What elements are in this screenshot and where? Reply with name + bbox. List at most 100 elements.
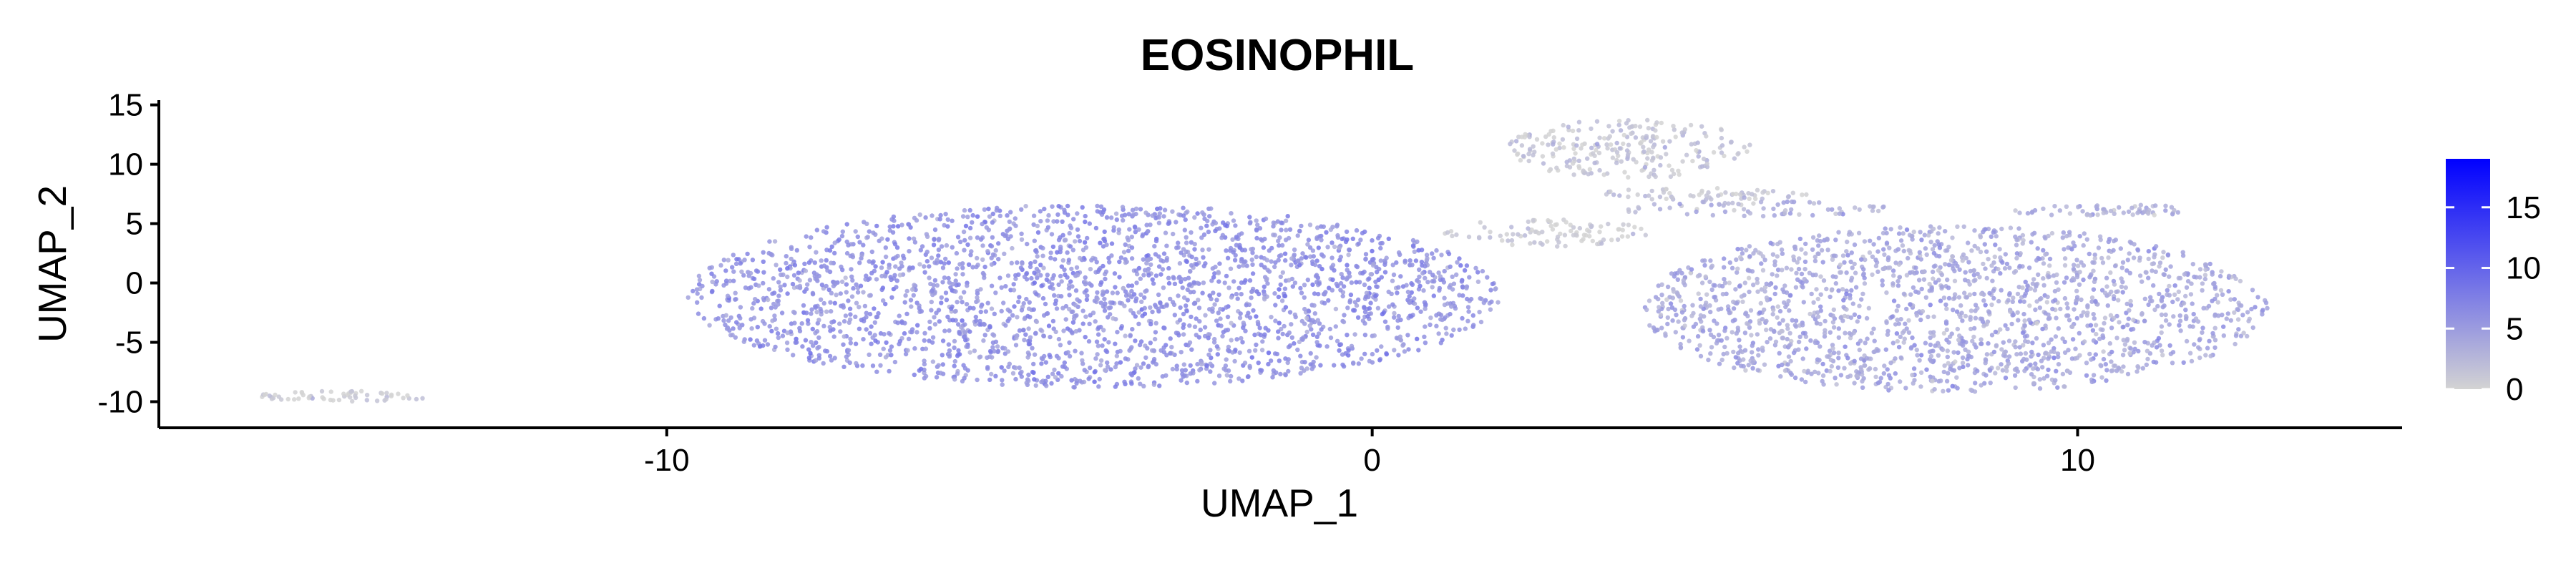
- umap-point: [1209, 206, 1214, 211]
- umap-point: [1719, 143, 1725, 148]
- umap-point: [2192, 274, 2197, 280]
- umap-point: [1730, 318, 1736, 323]
- umap-point: [1184, 235, 1189, 240]
- umap-point: [2220, 292, 2225, 297]
- umap-point: [989, 244, 995, 249]
- umap-point: [1186, 275, 1191, 280]
- umap-point: [821, 263, 827, 268]
- umap-point: [1893, 260, 1898, 265]
- umap-point: [1465, 318, 1470, 323]
- umap-point: [1422, 300, 1428, 305]
- umap-point: [1207, 214, 1212, 219]
- umap-point: [1330, 288, 1335, 293]
- umap-point: [1983, 266, 1988, 271]
- umap-point: [1719, 338, 1724, 343]
- umap-point: [1936, 231, 1941, 236]
- umap-point: [1669, 271, 1674, 276]
- umap-point: [1250, 262, 1255, 267]
- umap-point: [982, 272, 987, 278]
- umap-point: [1106, 305, 1112, 310]
- umap-point: [1392, 310, 1397, 316]
- umap-point: [1421, 288, 1426, 293]
- umap-point: [1784, 265, 1790, 270]
- umap-point: [1379, 344, 1384, 349]
- umap-point: [1462, 268, 1468, 273]
- umap-point: [1755, 368, 1760, 373]
- umap-point: [2060, 371, 2066, 377]
- umap-point: [2004, 365, 2009, 370]
- umap-point: [1984, 352, 1990, 357]
- umap-point: [1760, 346, 1765, 351]
- umap-point: [819, 258, 824, 263]
- umap-point: [1438, 341, 1444, 346]
- umap-point: [987, 325, 992, 330]
- umap-point: [1340, 293, 1345, 299]
- umap-point: [2032, 288, 2038, 293]
- umap-point: [953, 289, 958, 294]
- umap-point: [1130, 327, 1135, 332]
- umap-point: [1142, 311, 1148, 316]
- umap-point: [1746, 363, 1751, 368]
- umap-point: [1936, 343, 1941, 348]
- umap-point: [1735, 270, 1740, 275]
- umap-point: [1926, 232, 1931, 238]
- umap-point: [778, 267, 783, 273]
- umap-point: [761, 250, 766, 255]
- umap-point: [884, 270, 889, 275]
- umap-point: [1996, 266, 2001, 272]
- umap-point: [894, 278, 900, 283]
- umap-point: [1189, 263, 1194, 268]
- umap-point: [1156, 292, 1161, 298]
- umap-point: [1311, 364, 1317, 369]
- umap-point: [918, 366, 924, 371]
- umap-point: [1298, 371, 1303, 376]
- umap-point: [1416, 248, 1421, 253]
- umap-point: [953, 278, 958, 283]
- umap-point: [1759, 261, 1764, 266]
- umap-point: [1699, 124, 1704, 129]
- umap-point: [999, 308, 1004, 314]
- umap-point: [825, 268, 830, 273]
- umap-point: [1910, 233, 1915, 239]
- umap-point: [2184, 285, 2190, 290]
- umap-point: [341, 391, 346, 396]
- umap-point: [990, 345, 995, 350]
- umap-point: [2119, 284, 2124, 290]
- umap-point: [1872, 338, 1877, 343]
- umap-point: [1792, 323, 1797, 328]
- umap-point: [2082, 231, 2087, 236]
- umap-point: [1579, 238, 1584, 243]
- umap-point: [1906, 330, 1912, 335]
- umap-point: [1803, 241, 1808, 247]
- umap-point: [1865, 336, 1870, 341]
- umap-point: [1880, 283, 1885, 288]
- umap-point: [963, 223, 969, 229]
- umap-point: [1276, 238, 1281, 244]
- umap-point: [1629, 124, 1634, 129]
- umap-point: [1330, 263, 1336, 268]
- umap-point: [1656, 296, 1661, 302]
- umap-point: [1936, 278, 1941, 283]
- umap-point: [1669, 167, 1675, 173]
- umap-point: [1937, 225, 1942, 230]
- umap-point: [1220, 333, 1225, 339]
- umap-point: [1299, 290, 1304, 295]
- umap-point: [1395, 325, 1400, 331]
- umap-point: [2126, 209, 2132, 215]
- umap-point: [1653, 128, 1658, 133]
- umap-point: [1367, 285, 1372, 290]
- umap-point: [1078, 378, 1083, 383]
- umap-point: [984, 225, 990, 230]
- umap-point: [1000, 378, 1005, 383]
- umap-point: [1025, 350, 1031, 356]
- umap-point: [1658, 155, 1664, 160]
- umap-point: [1697, 343, 1702, 348]
- umap-point: [1451, 327, 1456, 333]
- umap-point: [1891, 298, 1897, 303]
- umap-point: [2062, 384, 2067, 389]
- umap-point: [1616, 118, 1622, 124]
- umap-point: [1350, 236, 1356, 241]
- umap-point: [2155, 303, 2160, 309]
- umap-point: [1814, 287, 1819, 292]
- umap-point: [1608, 142, 1614, 147]
